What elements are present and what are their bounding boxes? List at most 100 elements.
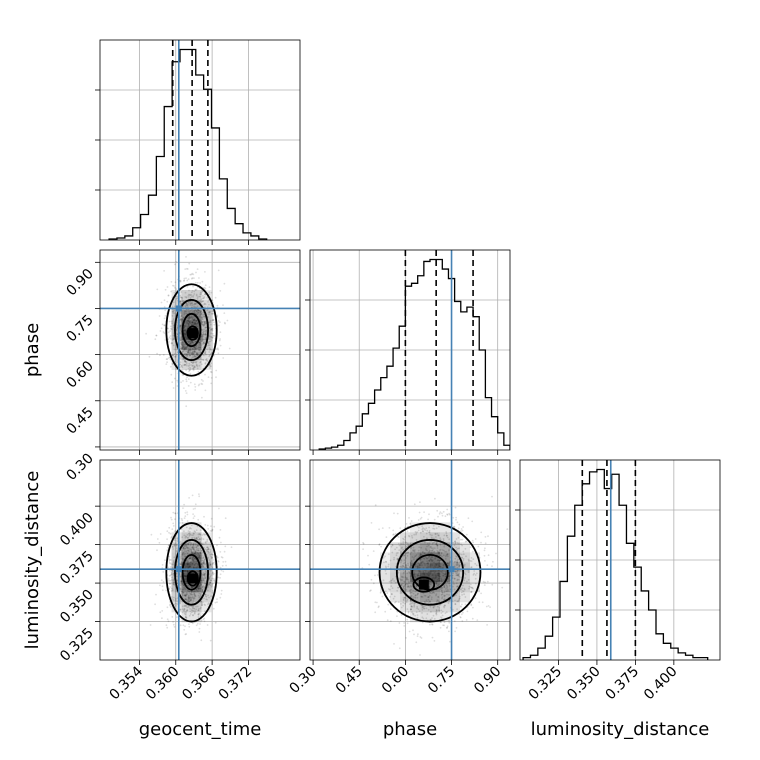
sample-point (208, 364, 211, 366)
sample-point (189, 316, 192, 319)
sample-point (204, 322, 207, 325)
sample-point (219, 529, 222, 531)
sample-point (203, 303, 206, 306)
sample-point (409, 591, 412, 594)
sample-point (195, 546, 198, 549)
sample-point (187, 549, 190, 552)
sample-point (200, 344, 202, 347)
sample-point (165, 363, 168, 365)
sample-point (201, 322, 204, 324)
sample-point (196, 353, 198, 355)
sample-point (185, 350, 188, 353)
sample-point (392, 529, 395, 532)
sample-point (378, 605, 380, 608)
sample-point (184, 359, 186, 362)
sample-point (370, 522, 373, 524)
sample-point (201, 334, 204, 337)
sample-point (444, 594, 446, 597)
sample-point (166, 626, 169, 629)
sample-point (187, 278, 190, 280)
sample-point (193, 612, 196, 615)
sample-point (182, 344, 185, 346)
sample-point (208, 321, 211, 324)
density-cell (201, 592, 212, 603)
sample-point (448, 538, 451, 541)
y-tick-label-phase: 0.90 (63, 266, 96, 299)
sample-point (400, 575, 403, 578)
sample-point (192, 597, 195, 599)
sample-point (213, 579, 216, 581)
sample-point (193, 546, 196, 549)
sample-point (219, 577, 222, 579)
sample-point (184, 547, 187, 550)
sample-point (185, 544, 187, 547)
sample-point (176, 537, 179, 540)
sample-point (431, 550, 433, 552)
sample-point (189, 349, 192, 351)
sample-point (425, 599, 428, 602)
sample-point (443, 586, 446, 588)
sample-point (458, 542, 460, 545)
sample-point (181, 344, 184, 347)
sample-point (188, 600, 191, 603)
sample-point (203, 302, 206, 305)
sample-point (409, 608, 412, 611)
sample-point (470, 603, 473, 606)
sample-point (208, 355, 211, 358)
sample-point (173, 626, 176, 628)
sample-point (452, 516, 455, 519)
sample-point (204, 293, 207, 296)
sample-point (441, 514, 444, 517)
sample-point (370, 578, 373, 581)
sample-point (181, 346, 184, 349)
sample-point (179, 332, 182, 335)
sample-point (172, 578, 175, 581)
sample-point (219, 596, 222, 599)
sample-point (203, 603, 206, 606)
sample-point (189, 273, 192, 276)
density-cell (410, 592, 420, 603)
sample-point (176, 540, 179, 542)
sample-point (421, 612, 423, 614)
sample-point (168, 526, 171, 529)
sample-point (196, 281, 199, 284)
sample-point (168, 320, 171, 323)
sample-point (446, 625, 449, 628)
sample-point (185, 310, 188, 313)
sample-point (188, 354, 191, 357)
sample-point (181, 318, 184, 320)
sample-point (211, 582, 214, 585)
sample-point (202, 574, 204, 576)
sample-point (195, 548, 198, 551)
sample-point (201, 586, 204, 588)
sample-point (196, 296, 199, 298)
density-cell (440, 592, 450, 603)
sample-point (406, 555, 409, 557)
sample-point (474, 577, 477, 580)
density-cell (191, 320, 202, 330)
sample-point (431, 617, 433, 619)
sample-point (207, 586, 209, 588)
sample-point (197, 609, 200, 612)
sample-point (219, 290, 222, 292)
sample-point (200, 298, 203, 301)
sample-point (204, 326, 207, 329)
sample-point (204, 326, 207, 329)
density-cell (440, 572, 450, 583)
sample-point (385, 572, 387, 575)
sample-point (404, 583, 407, 586)
sample-point (183, 545, 186, 547)
sample-point (442, 554, 445, 557)
sample-point (462, 553, 465, 556)
sample-point (191, 536, 194, 539)
sample-point (167, 620, 170, 623)
sample-point (191, 547, 194, 550)
sample-point (412, 613, 415, 616)
sample-point (407, 578, 409, 581)
sample-point (216, 315, 219, 318)
sample-point (200, 317, 203, 319)
sample-point (199, 529, 202, 531)
sample-point (192, 294, 195, 297)
sample-point (455, 555, 457, 557)
sample-point (176, 547, 179, 550)
